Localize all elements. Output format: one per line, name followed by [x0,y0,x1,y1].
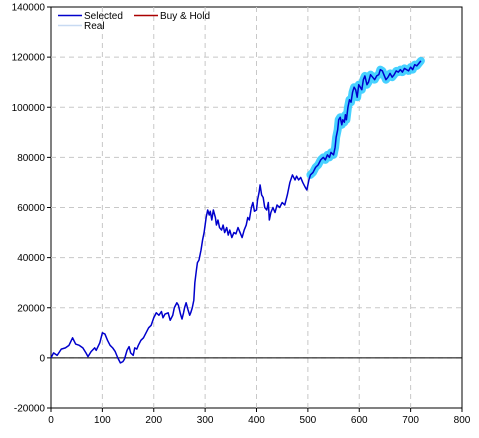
series-selected-line [50,60,422,364]
legend: Selected Buy & Hold Real [58,11,210,32]
y-tick-label: -20000 [14,404,46,415]
x-tick-label: 100 [94,415,111,426]
y-tick-label: 0 [39,353,45,364]
x-axis-ticks: 0 100 200 300 400 500 600 700 800 [48,408,471,426]
legend-label-real: Real [84,21,105,32]
y-tick-label: 40000 [17,253,45,264]
x-tick-label: 200 [145,415,162,426]
legend-label-buy-hold: Buy & Hold [160,11,210,22]
y-tick-label: 100000 [12,103,46,114]
x-tick-label: 300 [197,415,214,426]
y-axis-ticks: -20000 0 20000 40000 60000 80000 100000 120000 1… [12,3,51,415]
y-tick-label: 60000 [17,203,45,214]
x-tick-label: 600 [351,415,368,426]
grid-lines [51,7,462,408]
y-tick-label: 140000 [12,3,46,14]
x-tick-label: 800 [454,415,471,426]
x-tick-label: 500 [300,415,317,426]
series-selected-path [50,60,422,364]
y-tick-label: 120000 [12,53,46,64]
x-tick-label: 700 [402,415,419,426]
y-tick-label: 80000 [17,153,45,164]
x-tick-label: 0 [48,415,54,426]
y-tick-label: 20000 [17,303,45,314]
x-tick-label: 400 [248,415,265,426]
legend-label-selected: Selected [84,11,123,22]
